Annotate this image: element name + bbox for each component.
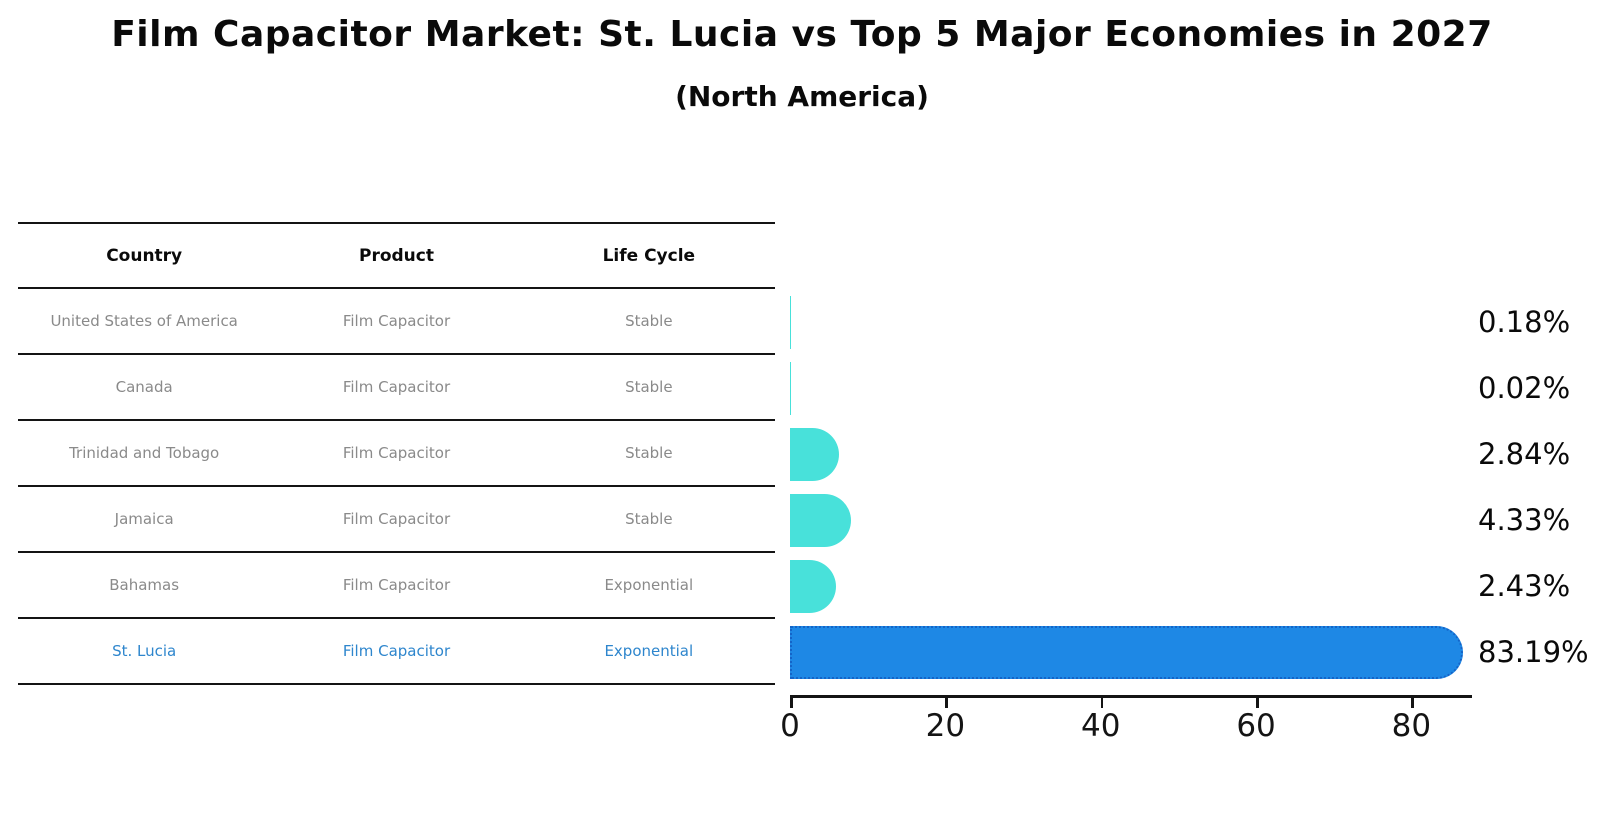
x-axis-tick-40: [1100, 695, 1104, 708]
table-cell-life_cycle: Stable: [625, 510, 673, 528]
x-axis-tick-label-80: 80: [1391, 708, 1432, 744]
x-axis-tick-label-40: 40: [1080, 708, 1121, 744]
x-axis-tick-80: [1411, 695, 1414, 708]
table-header-row: Country Product Life Cycle: [18, 222, 775, 289]
column-header-country: Country: [106, 245, 183, 266]
bar-st-lucia: [790, 625, 1464, 679]
table-cell-product: Film Capacitor: [342, 378, 451, 396]
chart-title: Film Capacitor Market: St. Lucia vs Top …: [111, 14, 1493, 55]
table-cell-life_cycle: Stable: [625, 312, 673, 330]
value-label-0: 0.18%: [1478, 305, 1571, 339]
value-label-2: 2.84%: [1478, 437, 1571, 471]
bar-bahamas: [790, 559, 836, 613]
table-cell-product: Film Capacitor: [342, 444, 451, 462]
x-axis-tick-label-0: 0: [780, 708, 800, 744]
table-cell-country: St. Lucia: [112, 642, 177, 660]
table-cell-product: Film Capacitor: [342, 642, 451, 660]
column-header-life-cycle: Life Cycle: [602, 245, 696, 266]
bar-united-states-of-america: [790, 295, 792, 349]
table-cell-life_cycle: Stable: [625, 378, 673, 396]
table-row-1: Canada Film Capacitor Stable: [18, 355, 775, 421]
column-header-product: Product: [358, 245, 434, 266]
table-cell-product: Film Capacitor: [342, 312, 451, 330]
table-row-5: St. Lucia Film Capacitor Exponential: [18, 619, 775, 685]
table-cell-country: Jamaica: [114, 510, 174, 528]
value-label-3: 4.33%: [1478, 503, 1571, 537]
bar-jamaica: [790, 493, 851, 547]
table-cell-country: Canada: [115, 378, 173, 396]
table-cell-country: Bahamas: [109, 576, 180, 594]
value-label-4: 2.43%: [1478, 569, 1571, 603]
x-axis-tick-label-20: 20: [925, 708, 966, 744]
table-cell-country: Trinidad and Tobago: [69, 444, 220, 462]
value-label-1: 0.02%: [1478, 371, 1571, 405]
chart-subtitle: (North America): [675, 80, 929, 113]
table-row-4: Bahamas Film Capacitor Exponential: [18, 553, 775, 619]
bar-trinidad-and-tobago: [790, 427, 840, 481]
table-cell-life_cycle: Stable: [625, 444, 673, 462]
x-axis-tick-label-60: 60: [1236, 708, 1276, 744]
table-row-3: Jamaica Film Capacitor Stable: [18, 487, 775, 553]
x-axis-tick-0: [790, 695, 793, 708]
table-cell-life_cycle: Exponential: [604, 576, 694, 594]
x-axis-line: [790, 695, 1472, 698]
table-body: United States of America Film Capacitor St…: [18, 289, 775, 685]
x-axis-tick-20: [945, 695, 948, 708]
table-cell-product: Film Capacitor: [342, 576, 451, 594]
table-cell-country: United States of America: [50, 312, 238, 330]
comparison-table: Country Product Life Cycle United States…: [18, 222, 775, 685]
x-axis-tick-60: [1256, 695, 1259, 708]
table-cell-product: Film Capacitor: [342, 510, 451, 528]
table-row-2: Trinidad and Tobago Film Capacitor Stable: [18, 421, 775, 487]
table-row-0: United States of America Film Capacitor St…: [18, 289, 775, 355]
table-cell-life_cycle: Exponential: [604, 642, 694, 660]
value-label-5: 83.19%: [1478, 635, 1589, 669]
